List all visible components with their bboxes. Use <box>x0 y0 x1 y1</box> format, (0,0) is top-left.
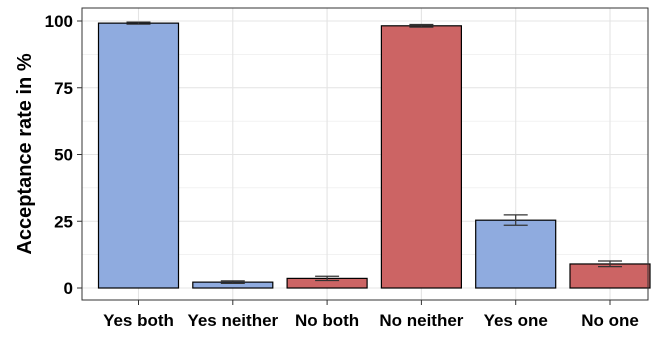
y-tick-label: 75 <box>54 79 73 98</box>
y-tick-label: 100 <box>45 12 73 31</box>
bars <box>97 22 651 289</box>
bar-yes-one <box>475 219 557 289</box>
y-axis: 0 25 50 75 100 <box>45 12 82 298</box>
y-tick-label: 50 <box>54 146 73 165</box>
error-bar-yes-one <box>503 214 528 226</box>
y-axis-title: Acceptance rate in % <box>14 53 36 254</box>
error-bar-no-both <box>315 275 340 282</box>
x-tick-label: No one <box>581 311 639 330</box>
bar-no-one <box>569 263 651 289</box>
error-bars <box>126 21 622 285</box>
error-bar-no-one <box>598 260 622 268</box>
error-bar-yes-neither <box>220 280 245 285</box>
bar-yes-both <box>97 22 180 289</box>
x-tick-label: Yes both <box>103 311 174 330</box>
x-tick-label: No neither <box>379 311 463 330</box>
error-bar-yes-both <box>126 21 151 25</box>
x-axis: Yes both Yes neither No both No neither Yes … <box>103 300 639 330</box>
bar-no-neither <box>380 25 462 289</box>
x-tick-label: Yes one <box>484 311 548 330</box>
y-tick-label: 0 <box>64 279 73 298</box>
x-tick-label: No both <box>295 311 359 330</box>
y-tick-label: 25 <box>54 212 73 231</box>
error-bar-no-neither <box>409 23 434 28</box>
x-tick-label: Yes neither <box>187 311 278 330</box>
